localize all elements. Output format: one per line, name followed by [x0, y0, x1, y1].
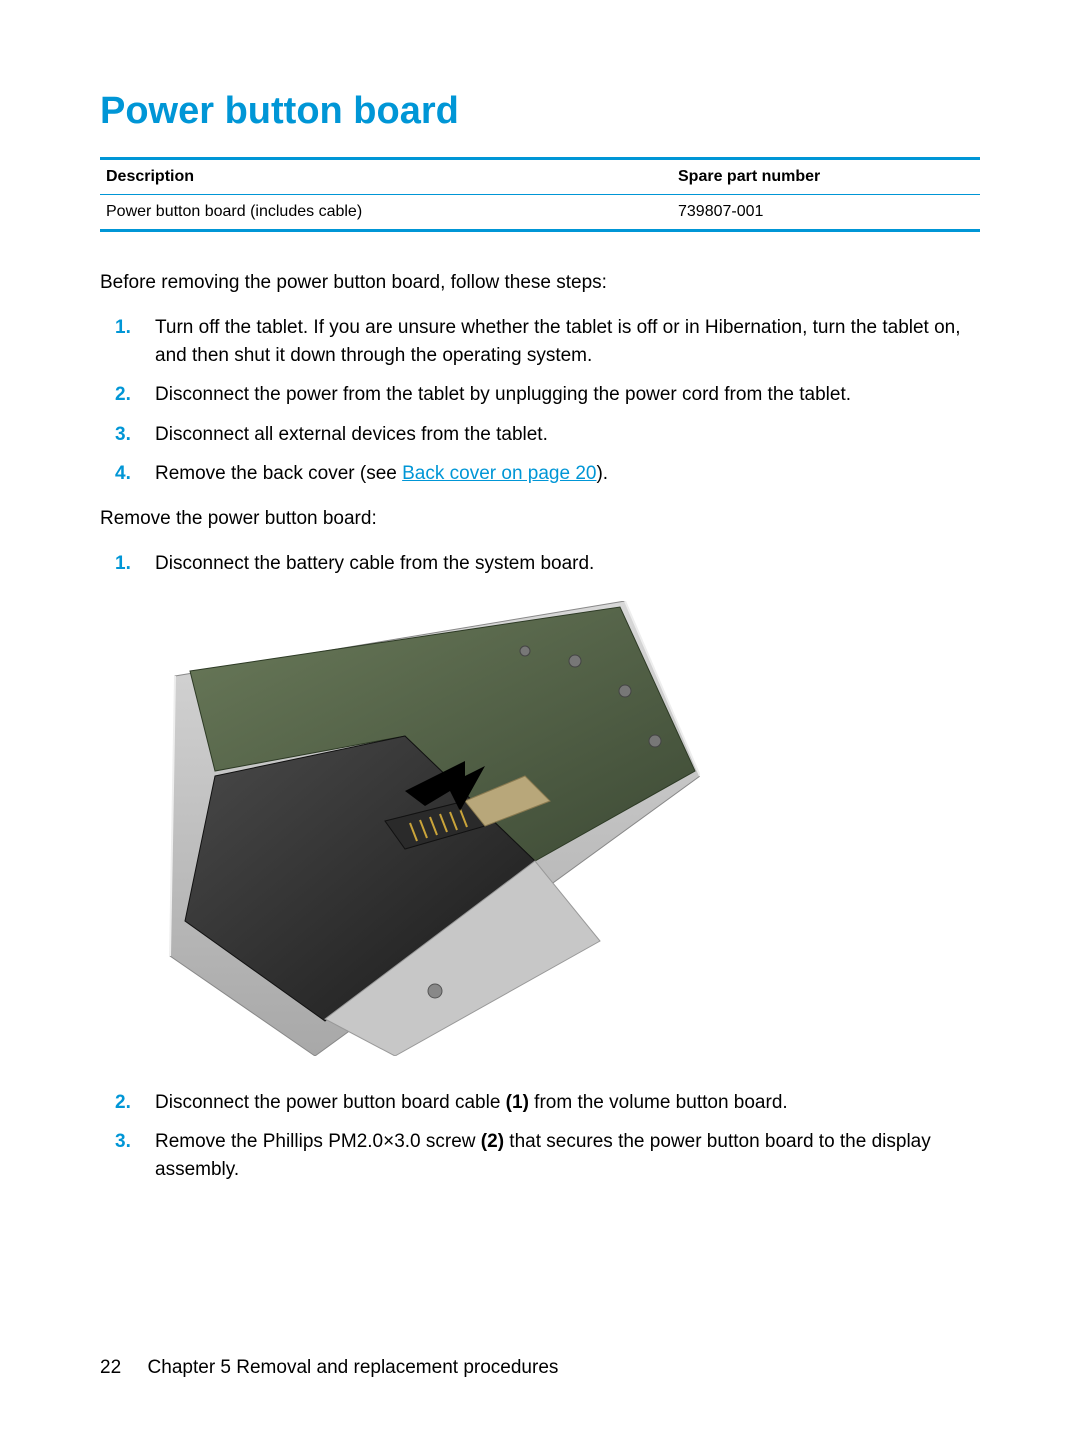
list-text-prefix: Remove the back cover (see — [155, 463, 402, 484]
list-item: 3. Disconnect all external devices from … — [155, 421, 980, 449]
list-text-part: from the volume button board. — [529, 1092, 788, 1113]
list-item: 4. Remove the back cover (see Back cover… — [155, 460, 980, 488]
list-text-suffix: ). — [596, 463, 608, 484]
list-text-part: Remove the Phillips PM2.0×3.0 screw — [155, 1131, 481, 1152]
list-text: Disconnect all external devices from the… — [155, 424, 548, 445]
list-item: 2. Disconnect the power from the tablet … — [155, 381, 980, 409]
col-description: Description — [100, 159, 672, 195]
chapter-title: Chapter 5 Removal and replacement proced… — [148, 1357, 559, 1378]
intro-paragraph-1: Before removing the power button board, … — [100, 272, 980, 294]
list-item: 3. Remove the Phillips PM2.0×3.0 screw (… — [155, 1128, 980, 1183]
removal-steps-list: 1. Disconnect the battery cable from the… — [100, 550, 980, 1184]
list-number: 2. — [115, 1089, 131, 1117]
list-number: 3. — [115, 1128, 131, 1156]
list-item: 1. Turn off the tablet. If you are unsur… — [155, 314, 980, 369]
intro-paragraph-2: Remove the power button board: — [100, 508, 980, 530]
page-footer: 22 Chapter 5 Removal and replacement pro… — [100, 1357, 558, 1379]
back-cover-link[interactable]: Back cover on page 20 — [402, 463, 596, 484]
callout-1: (1) — [506, 1092, 529, 1113]
list-number: 4. — [115, 460, 131, 488]
list-text: Disconnect the power from the tablet by … — [155, 384, 851, 405]
callout-2: (2) — [481, 1131, 504, 1152]
list-text: Turn off the tablet. If you are unsure w… — [155, 317, 961, 366]
list-text: Disconnect the battery cable from the sy… — [155, 553, 594, 574]
page-number: 22 — [100, 1357, 121, 1378]
figure-disconnect-battery-cable — [155, 601, 980, 1065]
cell-description: Power button board (includes cable) — [100, 195, 672, 231]
table-row: Power button board (includes cable) 7398… — [100, 195, 980, 231]
list-number: 3. — [115, 421, 131, 449]
list-text-part: Disconnect the power button board cable — [155, 1092, 506, 1113]
tablet-illustration-svg — [155, 601, 700, 1056]
prerequisite-steps-list: 1. Turn off the tablet. If you are unsur… — [100, 314, 980, 488]
list-item: 2. Disconnect the power button board cab… — [155, 1089, 980, 1117]
list-number: 2. — [115, 381, 131, 409]
list-item: 1. Disconnect the battery cable from the… — [155, 550, 980, 1065]
list-number: 1. — [115, 550, 131, 578]
list-number: 1. — [115, 314, 131, 342]
col-spare-part-number: Spare part number — [672, 159, 980, 195]
cell-part-number: 739807-001 — [672, 195, 980, 231]
table-header-row: Description Spare part number — [100, 159, 980, 195]
section-heading: Power button board — [100, 90, 980, 133]
spare-parts-table: Description Spare part number Power butt… — [100, 157, 980, 232]
